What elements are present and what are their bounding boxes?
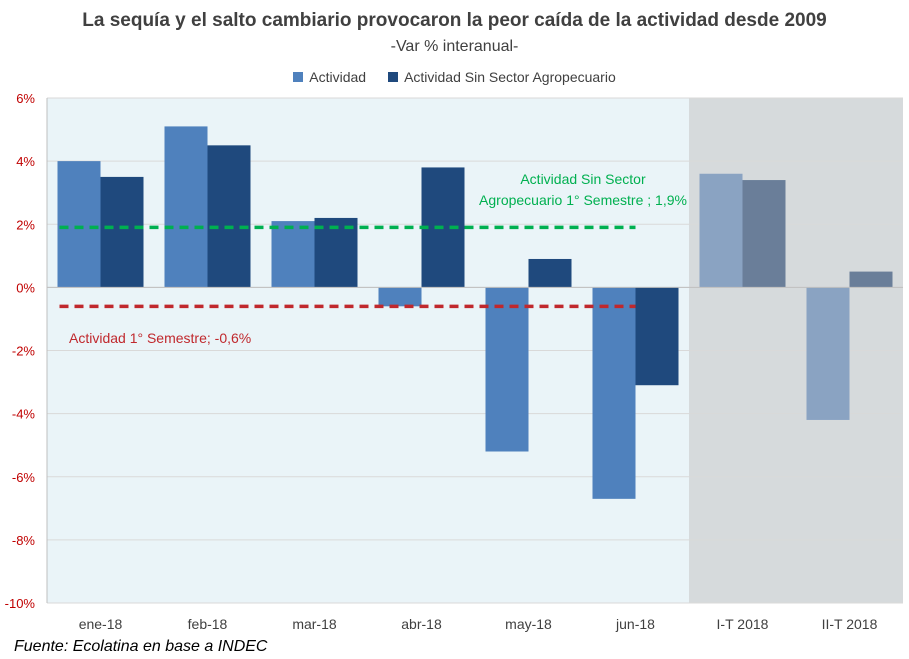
y-tick-label: 0%: [16, 280, 35, 295]
bar-sin-sector: [849, 271, 893, 288]
chart-subtitle: -Var % interanual-: [390, 38, 519, 55]
x-tick-label: ene-18: [79, 616, 123, 632]
bar-actividad: [592, 287, 636, 499]
bar-actividad: [378, 287, 422, 307]
bar-actividad: [485, 287, 529, 452]
bar-actividad: [164, 126, 208, 288]
y-tick-label: -2%: [12, 344, 36, 359]
annotation-actividad: Actividad 1° Semestre; -0,6%: [69, 330, 251, 346]
x-tick-label: mar-18: [292, 616, 337, 632]
bar-actividad: [806, 287, 850, 420]
x-tick-label: jun-18: [615, 616, 655, 632]
bar-sin-sector: [100, 176, 144, 288]
bar-actividad: [271, 221, 315, 288]
y-tick-label: -10%: [5, 596, 36, 611]
bar-sin-sector: [635, 287, 679, 386]
legend-swatch-actividad: [293, 72, 304, 82]
y-tick-label: -6%: [12, 470, 36, 485]
legend-item-sin-sector: Actividad Sin Sector Agropecuario: [388, 69, 616, 85]
y-tick-label: 4%: [16, 154, 35, 169]
x-tick-label: may-18: [505, 616, 552, 632]
chart-title: La sequía y el salto cambiario provocaro…: [82, 10, 827, 31]
x-tick-label: II-T 2018: [822, 616, 878, 632]
bar-actividad: [699, 173, 743, 288]
x-tick-label: I-T 2018: [717, 616, 769, 632]
y-tick-label: 2%: [16, 217, 35, 232]
x-tick-label: abr-18: [401, 616, 442, 632]
legend: Actividad Actividad Sin Sector Agropecua…: [0, 69, 909, 85]
legend-label-actividad: Actividad: [309, 69, 367, 85]
bar-sin-sector: [207, 145, 251, 288]
legend-label-sin-sector: Actividad Sin Sector Agropecuario: [404, 69, 616, 85]
bar-actividad: [57, 161, 101, 288]
y-tick-label: 6%: [16, 91, 35, 106]
bar-sin-sector: [314, 217, 358, 288]
y-tick-label: -4%: [12, 407, 36, 422]
legend-swatch-sin-sector: [388, 72, 399, 82]
source-note: Fuente: Ecolatina en base a INDEC: [14, 638, 268, 655]
legend-item-actividad: Actividad: [293, 69, 366, 85]
annotation-sin-sector: Actividad Sin Sector Agropecuario 1° Seme…: [479, 171, 687, 208]
y-tick-label: -8%: [12, 533, 36, 548]
bar-sin-sector: [528, 258, 572, 288]
x-tick-label: feb-18: [188, 616, 228, 632]
bar-sin-sector: [742, 180, 786, 288]
